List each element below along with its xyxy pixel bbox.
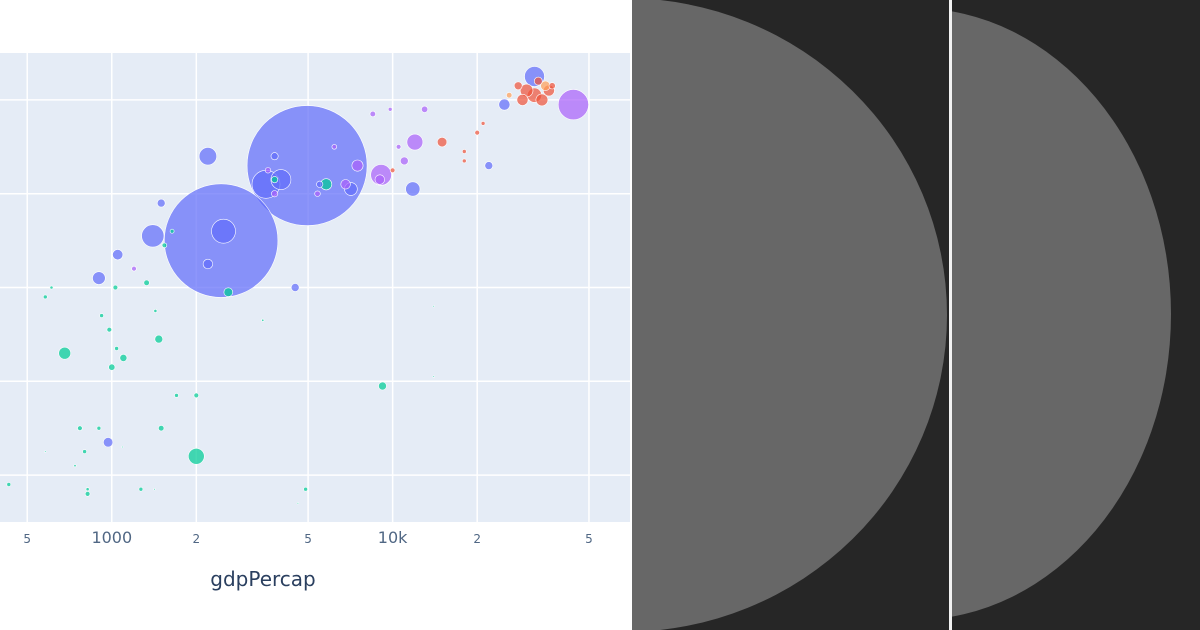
bubble-asia-34 (484, 161, 494, 170)
bubble-americas-43 (421, 105, 429, 113)
bubble-africa-88 (121, 445, 124, 449)
bubble-africa-60 (193, 392, 200, 399)
bubble-africa-80 (85, 487, 90, 492)
x-tick-label-1: 1000 (91, 528, 132, 547)
bubble-africa-71 (96, 425, 102, 431)
bubble-africa-38 (154, 334, 164, 344)
panel-divider (949, 0, 952, 630)
x-tick-label-5: 2 (473, 532, 481, 546)
bubble-africa-78 (42, 294, 48, 300)
bubble-africa-46 (271, 176, 279, 184)
bubble-asia-14 (92, 271, 106, 285)
bubble-africa-61 (84, 491, 91, 497)
bubble-europe-29 (437, 137, 448, 148)
bubble-africa-81 (49, 285, 54, 290)
bubble-americas-65 (387, 107, 393, 112)
bubble-americas-20 (351, 159, 364, 172)
bubble-asia-5 (141, 224, 165, 248)
bubble-africa-75 (114, 346, 119, 351)
bubble-africa-62 (112, 284, 119, 291)
bubble-oceania-51 (506, 92, 513, 99)
x-axis-title: gdpPercap (210, 567, 315, 591)
bubble-europe-21 (516, 94, 529, 106)
bubble-asia-42 (316, 180, 324, 188)
bubble-africa-41 (119, 353, 128, 362)
dark-panel-left (632, 0, 949, 630)
bubble-americas-10 (406, 133, 424, 151)
bubble-asia-7 (270, 169, 292, 190)
bubble-africa-83 (73, 464, 77, 468)
bubble-africa-59 (161, 242, 168, 249)
bubble-africa-11 (188, 447, 205, 465)
bubble-africa-77 (82, 449, 87, 454)
bubble-africa-82 (261, 318, 265, 322)
bubble-americas-27 (374, 174, 385, 185)
bubble-africa-72 (303, 486, 308, 492)
bubble-europe-17 (535, 93, 549, 107)
bubble-asia-40 (270, 152, 279, 161)
bubble-europe-45 (548, 82, 556, 90)
bubble-americas-35 (399, 156, 409, 166)
bubble-asia-19 (498, 98, 511, 111)
gray-half-circle-right (952, 8, 1171, 620)
x-tick-label-6: 5 (585, 532, 593, 546)
points-layer (6, 66, 589, 505)
bubble-americas-44 (271, 190, 279, 198)
bubble-africa-18 (58, 346, 71, 360)
bubble-asia-24 (112, 249, 124, 261)
bubble-africa-64 (77, 425, 83, 431)
bubble-asia-25 (102, 437, 114, 448)
chart-svg: 5 1000 2 5 10k 2 5 gdpPercap (0, 53, 630, 591)
bubble-americas-48 (369, 110, 376, 118)
bubble-africa-53 (158, 425, 165, 432)
bubble-americas-49 (314, 190, 321, 197)
bubble-chart: 5 1000 2 5 10k 2 5 gdpPercap (0, 53, 630, 591)
bubble-europe-67 (461, 149, 467, 154)
bubble-asia-12 (405, 181, 421, 197)
bubble-asia-33 (290, 283, 300, 292)
bubble-africa-85 (432, 305, 435, 308)
x-tick-label-4: 10k (378, 528, 408, 547)
x-tick-label-3: 5 (304, 532, 312, 546)
bubble-africa-84 (44, 450, 47, 453)
bubble-americas-2 (557, 89, 589, 121)
bubble-africa-73 (174, 393, 179, 398)
bubble-asia-32 (156, 198, 166, 208)
bubble-africa-47 (108, 363, 116, 371)
bubble-africa-86 (432, 375, 435, 378)
bubble-americas-55 (331, 144, 337, 150)
bubble-africa-70 (138, 486, 144, 492)
bubble-europe-68 (480, 121, 486, 126)
bubble-americas-50 (264, 167, 272, 174)
x-tick-label-2: 2 (192, 532, 200, 546)
bubble-americas-54 (395, 144, 402, 150)
bubble-africa-39 (378, 381, 387, 391)
bubble-asia-9 (198, 147, 217, 166)
bubble-asia-26 (202, 258, 213, 270)
x-tick-label-0: 5 (23, 532, 31, 546)
bubble-africa-87 (296, 502, 300, 505)
gray-half-circle-left (632, 0, 947, 630)
bubble-europe-57 (474, 130, 480, 136)
x-tick-labels: 5 1000 2 5 10k 2 5 (23, 528, 592, 547)
bubble-europe-66 (461, 158, 467, 164)
bubble-africa-76 (169, 228, 175, 234)
bubble-africa-79 (153, 308, 158, 313)
bubble-americas-56 (131, 266, 137, 272)
bubble-asia-4 (211, 218, 236, 244)
dark-panel-right (952, 0, 1200, 630)
bubble-africa-31 (223, 287, 234, 297)
bubble-americas-28 (340, 179, 351, 190)
bubble-africa-74 (99, 313, 104, 318)
bubble-europe-36 (533, 76, 543, 86)
bubble-europe-37 (513, 81, 523, 91)
bubble-africa-89 (153, 488, 156, 491)
bubble-africa-52 (143, 279, 150, 286)
bubble-africa-69 (6, 482, 12, 487)
bubble-europe-58 (389, 167, 396, 174)
bubble-africa-63 (106, 327, 113, 333)
